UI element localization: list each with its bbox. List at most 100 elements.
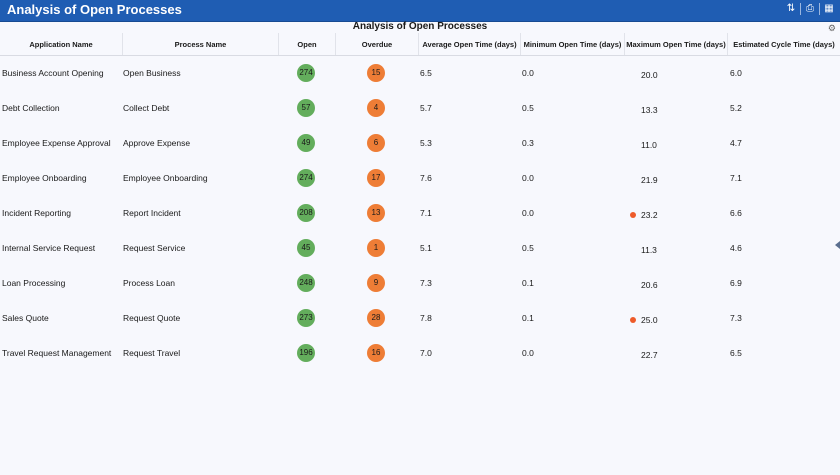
overdue-count-badge[interactable]: 17 [367,168,385,187]
cell-process-name: Request Service [123,242,186,253]
cell-open: 208 [297,195,315,230]
cell-average-open-time: 7.8 [420,312,432,323]
table-row[interactable]: Employee Expense Approval Approve Expense… [0,125,840,160]
cell-estimated-cycle-time: 4.7 [730,137,742,148]
cell-process-name: Process Loan [123,277,175,288]
print-icon[interactable]: ⎙ [806,3,814,14]
cell-overdue: 4 [367,90,385,125]
cell-process-name: Approve Expense [123,137,191,148]
cell-application-name: Debt Collection [2,102,60,113]
overdue-count-badge[interactable]: 28 [367,308,385,327]
header-overdue[interactable]: Overdue [336,33,419,55]
header-open[interactable]: Open [279,33,336,55]
open-count-badge[interactable]: 248 [297,273,315,292]
max-open-time-value: 25.0 [641,314,658,325]
cell-average-open-time: 5.7 [420,102,432,113]
cell-minimum-open-time: 0.1 [522,312,534,323]
cell-minimum-open-time: 0.0 [522,172,534,183]
cell-minimum-open-time: 0.1 [522,277,534,288]
cell-application-name: Business Account Opening [2,67,104,78]
open-count-badge[interactable]: 273 [297,308,315,327]
cell-average-open-time: 6.5 [420,67,432,78]
cell-estimated-cycle-time: 6.5 [730,347,742,358]
overdue-count-badge[interactable]: 4 [367,98,385,117]
cell-maximum-open-time: 25.0 [630,300,658,328]
open-count-badge[interactable]: 274 [297,63,315,82]
cell-overdue: 1 [367,230,385,265]
cell-process-name: Request Travel [123,347,181,358]
header-average-open-time[interactable]: Average Open Time (days) [419,33,521,55]
table-caption: Analysis of Open Processes [352,21,488,32]
table-row[interactable]: Business Account Opening Open Business 274… [0,55,840,90]
max-open-time-value: 11.3 [641,244,657,255]
collapse-arrow-icon[interactable] [835,241,840,249]
refresh-icon[interactable]: ⇅ [786,3,796,14]
table-row[interactable]: Sales Quote Request Quote 273 28 7.8 0.1 25.0 7… [0,300,840,335]
cell-overdue: 28 [367,300,385,335]
open-count-badge[interactable]: 45 [297,238,315,257]
cell-open: 49 [297,125,315,160]
header-estimated-cycle-time[interactable]: Estimated Cycle Time (days) [733,39,835,49]
menu-icon[interactable]: ▦ [824,3,834,14]
cell-process-name: Open Business [123,67,181,78]
open-count-badge[interactable]: 208 [297,203,315,222]
table-row[interactable]: Debt Collection Collect Debt 57 4 5.7 0.5 13.3… [0,90,840,125]
cell-application-name: Sales Quote [2,312,49,323]
cell-maximum-open-time: 23.2 [630,195,658,223]
table-row[interactable]: Internal Service Request Request Service 4… [0,230,840,265]
cell-overdue: 9 [367,265,385,300]
max-open-time-value: 22.7 [641,349,658,360]
overdue-count-badge[interactable]: 16 [367,343,385,362]
cell-average-open-time: 7.0 [420,347,432,358]
overdue-count-badge[interactable]: 15 [367,63,385,82]
cell-process-name: Request Quote [123,312,181,323]
cell-maximum-open-time: 11.0 [630,125,657,153]
cell-minimum-open-time: 0.5 [522,242,534,253]
open-count-badge[interactable]: 57 [297,98,315,117]
cell-estimated-cycle-time: 7.1 [730,172,742,183]
cell-overdue: 17 [367,160,385,195]
overdue-count-badge[interactable]: 1 [367,238,385,257]
cell-minimum-open-time: 0.5 [522,102,534,113]
table-row[interactable]: Employee Onboarding Employee Onboarding 27… [0,160,840,195]
cell-estimated-cycle-time: 6.9 [730,277,742,288]
cell-minimum-open-time: 0.0 [522,67,534,78]
cell-maximum-open-time: 22.7 [630,335,658,363]
max-open-time-value: 23.2 [641,209,658,220]
overdue-count-badge[interactable]: 9 [367,273,385,292]
cell-maximum-open-time: 20.6 [630,265,658,293]
cell-minimum-open-time: 0.0 [522,207,534,218]
table-header: Application Name Process Name Open Overd… [0,33,840,56]
cell-open: 273 [297,300,315,335]
header-maximum-open-time[interactable]: Maximum Open Time (days) [625,33,728,55]
table-row[interactable]: Incident Reporting Report Incident 208 13 7.… [0,195,840,230]
cell-average-open-time: 7.1 [420,207,432,218]
cell-estimated-cycle-time: 6.0 [730,67,742,78]
cell-estimated-cycle-time: 5.2 [730,102,742,113]
table-row[interactable]: Loan Processing Process Loan 248 9 7.3 0.1 20.… [0,265,840,300]
cell-open: 45 [297,230,315,265]
table-row[interactable]: Travel Request Management Request Travel 1… [0,335,840,370]
max-open-time-value: 11.0 [641,139,657,150]
header-process-name[interactable]: Process Name [123,33,279,55]
overdue-count-badge[interactable]: 13 [367,203,385,222]
header-application-name[interactable]: Application Name [0,33,123,55]
gear-icon[interactable]: ⚙ [827,23,836,33]
cell-average-open-time: 5.3 [420,137,432,148]
cell-maximum-open-time: 21.9 [630,160,658,188]
cell-open: 274 [297,55,315,90]
cell-application-name: Travel Request Management [2,347,112,358]
cell-process-name: Collect Debt [123,102,170,113]
open-count-badge[interactable]: 49 [297,133,315,152]
open-count-badge[interactable]: 196 [297,343,315,362]
toolbar-separator [800,3,801,15]
cell-overdue: 16 [367,335,385,370]
overdue-count-badge[interactable]: 6 [367,133,385,152]
header-minimum-open-time[interactable]: Minimum Open Time (days) [521,33,625,55]
cell-minimum-open-time: 0.3 [522,137,534,148]
open-count-badge[interactable]: 274 [297,168,315,187]
cell-open: 57 [297,90,315,125]
max-open-time-value: 13.3 [641,104,658,115]
cell-average-open-time: 7.3 [420,277,432,288]
cell-overdue: 6 [367,125,385,160]
